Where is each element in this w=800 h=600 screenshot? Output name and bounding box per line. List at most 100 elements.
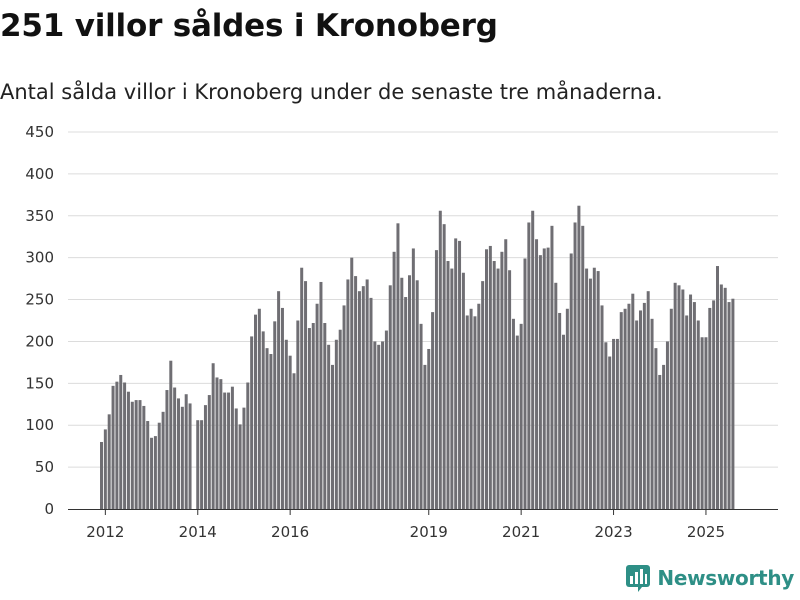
bar [681,289,685,509]
bar [331,364,334,509]
bar [377,344,381,509]
bar [200,420,204,509]
bar [689,294,693,509]
bar [111,385,115,509]
bar [207,395,211,509]
bar [284,339,288,509]
bar [500,251,504,510]
bar [623,308,627,509]
bar [230,386,234,509]
y-tick-label: 350 [25,207,54,225]
bar [365,279,369,509]
gridlines [68,131,778,468]
bar [338,329,342,509]
bar [265,348,269,509]
bar [150,437,154,509]
bar [531,210,535,509]
bar [153,436,157,509]
bar [458,240,462,509]
bar [461,272,465,509]
chart-title: 251 villor såldes i Kronoberg [0,8,498,44]
x-tick-label: 2021 [502,523,540,541]
bar [138,400,142,509]
bar [223,392,227,509]
bar [119,374,123,509]
bar [442,224,446,509]
bar [496,268,500,509]
bar [646,291,650,509]
bar [219,379,223,509]
bar [423,364,427,509]
x-tick-label: 2016 [271,523,309,541]
bar [527,222,531,510]
bar [373,341,377,509]
bar [469,308,473,509]
bar [134,400,138,509]
bar [519,323,523,509]
bar [246,382,250,509]
bar [280,307,284,509]
bar [307,328,311,509]
bar [554,282,558,509]
bar [130,401,134,509]
bar [146,421,150,509]
bar [227,392,231,509]
bar [719,284,723,509]
bar [700,337,704,509]
bar [550,225,554,509]
bar [400,277,404,509]
bar [592,267,596,509]
bar [654,348,658,509]
bar [311,323,315,509]
bar [396,223,400,509]
bar [180,406,184,509]
bar [615,338,619,509]
bar [546,247,550,510]
bar [731,298,735,509]
bar [273,321,277,509]
bar [612,338,616,509]
bar [716,266,719,509]
bar [215,377,219,509]
y-tick-label: 150 [25,374,54,392]
data-label-bg [722,0,753,18]
bar [600,305,604,509]
bar [234,408,238,509]
bar [662,364,666,509]
bar [323,323,327,509]
bar [115,381,119,509]
bar [427,348,431,509]
x-tick-label: 2019 [410,523,448,541]
newsworthy-brand: Newsworthy [625,564,794,592]
bar [596,271,600,509]
bar [257,308,261,509]
bar [188,403,192,509]
bar [669,308,673,509]
bar [562,334,565,509]
bar [727,302,731,509]
bar [415,280,419,509]
bar [673,282,677,509]
bar [569,253,573,509]
bar [107,414,111,509]
bar [388,285,392,509]
bar [708,307,712,509]
data-labels: 251 [722,0,753,18]
x-tick-label: 2025 [687,523,725,541]
bar [511,318,515,509]
bar [261,331,265,509]
bar [277,291,281,509]
bar [485,249,488,510]
bar [411,248,415,509]
bar [677,285,681,509]
bar [504,239,508,510]
bar [446,261,450,509]
bar [619,312,623,509]
bar [142,405,146,509]
bar [627,303,631,509]
y-tick-label: 250 [25,291,54,309]
bar [123,382,127,509]
bar [173,387,177,509]
bar [384,330,388,509]
bar [696,320,700,509]
